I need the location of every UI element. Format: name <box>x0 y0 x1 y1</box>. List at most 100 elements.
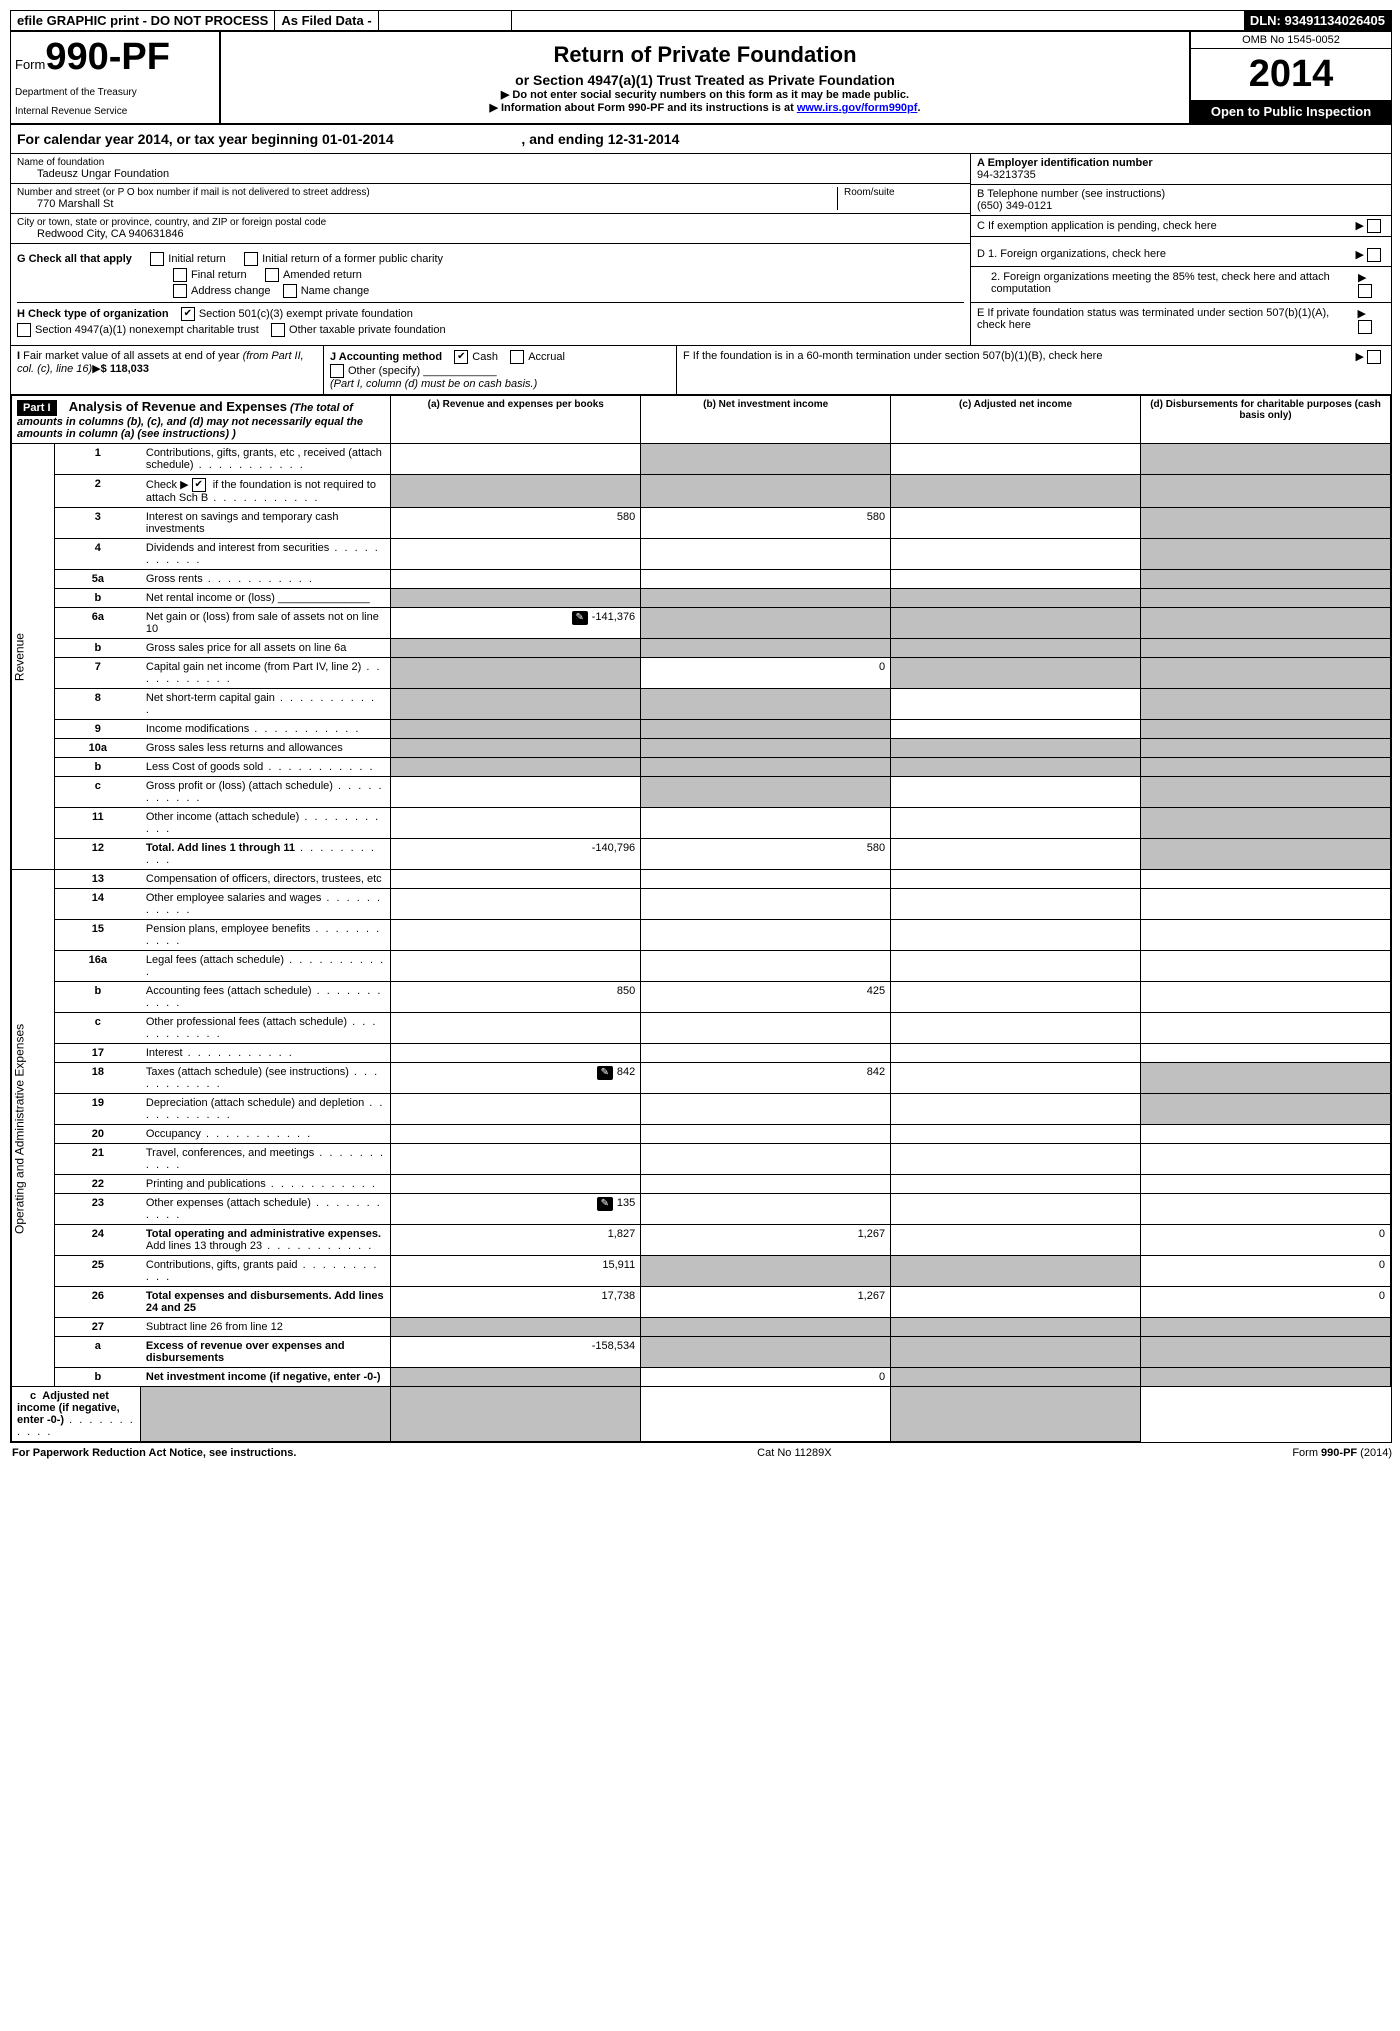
name-change-checkbox[interactable] <box>283 284 297 298</box>
r26-a: 17,738 <box>391 1287 641 1318</box>
initial-return-checkbox[interactable] <box>150 252 164 266</box>
dln-label: DLN: <box>1250 13 1281 28</box>
r12-a: -140,796 <box>391 839 641 870</box>
i-label: I Fair market value of all assets at end… <box>17 350 304 375</box>
r18-desc: Taxes (attach schedule) (see instruction… <box>141 1063 391 1094</box>
initial-former-label: Initial return of a former public charit… <box>262 253 443 265</box>
h-501c3-checkbox[interactable]: ✔ <box>181 307 195 321</box>
omb-number: OMB No 1545-0052 <box>1191 32 1391 49</box>
r9-desc: Income modifications <box>141 720 391 739</box>
final-return-label: Final return <box>191 269 247 281</box>
h-opt1: Section 501(c)(3) exempt private foundat… <box>199 308 413 320</box>
r2-checkbox[interactable]: ✔ <box>192 478 206 492</box>
final-return-checkbox[interactable] <box>173 268 187 282</box>
r25-a: 15,911 <box>391 1256 641 1287</box>
r16c-num: c <box>54 1013 141 1044</box>
j-cash: Cash <box>472 351 498 363</box>
r7-num: 7 <box>54 658 141 689</box>
r14-desc: Other employee salaries and wages <box>141 889 391 920</box>
footer-left: For Paperwork Reduction Act Notice, see … <box>12 1447 296 1459</box>
address-value: 770 Marshall St <box>17 198 831 210</box>
form-number-box: Form990-PF Department of the Treasury In… <box>11 32 221 123</box>
e-label: E If private foundation status was termi… <box>977 307 1358 334</box>
tax-year: 2014 <box>1191 49 1391 100</box>
r26-d: 0 <box>1141 1287 1391 1318</box>
col-d-head: (d) Disbursements for charitable purpose… <box>1141 396 1391 444</box>
r5b-desc: Net rental income or (loss) ____________… <box>141 589 391 608</box>
form-number: 990-PF <box>45 36 170 78</box>
r25-desc: Contributions, gifts, grants paid <box>141 1256 391 1287</box>
ein-label: A Employer identification number <box>977 157 1385 169</box>
ein-value: 94-3213735 <box>977 169 1385 181</box>
r9-num: 9 <box>54 720 141 739</box>
revenue-side-label: Revenue <box>12 444 55 870</box>
attachment-icon[interactable]: ✎ <box>597 1066 613 1080</box>
name-change-label: Name change <box>301 285 370 297</box>
j-cash-checkbox[interactable]: ✔ <box>454 350 468 364</box>
attachment-icon[interactable]: ✎ <box>572 611 588 625</box>
r23-num: 23 <box>54 1194 141 1225</box>
r6b-desc: Gross sales price for all assets on line… <box>141 639 391 658</box>
r27b-b: 0 <box>641 1368 891 1387</box>
r13-desc: Compensation of officers, directors, tru… <box>141 870 391 889</box>
r24-d: 0 <box>1141 1225 1391 1256</box>
h-opt2: Section 4947(a)(1) nonexempt charitable … <box>35 324 259 336</box>
inspection-label: Open to Public Inspection <box>1191 100 1391 123</box>
r6a-a: -141,376 <box>592 611 635 623</box>
j-note: (Part I, column (d) must be on cash basi… <box>330 378 537 390</box>
j-accrual: Accrual <box>528 351 565 363</box>
r5a-num: 5a <box>54 570 141 589</box>
r5b-num: b <box>54 589 141 608</box>
r15-num: 15 <box>54 920 141 951</box>
col-a-head: (a) Revenue and expenses per books <box>391 396 641 444</box>
phone-label: B Telephone number (see instructions) <box>977 188 1385 200</box>
initial-return-label: Initial return <box>168 253 225 265</box>
r12-num: 12 <box>54 839 141 870</box>
dln-value: 93491134026405 <box>1284 13 1385 28</box>
r1-num: 1 <box>54 444 141 475</box>
r11-num: 11 <box>54 808 141 839</box>
col-b-head: (b) Net investment income <box>641 396 891 444</box>
initial-former-checkbox[interactable] <box>244 252 258 266</box>
efile-label: efile GRAPHIC print - DO NOT PROCESS <box>11 11 275 30</box>
d1-checkbox[interactable] <box>1367 248 1381 262</box>
r17-desc: Interest <box>141 1044 391 1063</box>
r26-num: 26 <box>54 1287 141 1318</box>
r24-num: 24 <box>54 1225 141 1256</box>
city-label: City or town, state or province, country… <box>17 217 964 228</box>
calendar-year-row: For calendar year 2014, or tax year begi… <box>11 125 1391 154</box>
exemption-checkbox[interactable] <box>1367 219 1381 233</box>
r12-desc: Total. Add lines 1 through 11 <box>141 839 391 870</box>
r27-desc: Subtract line 26 from line 12 <box>141 1318 391 1337</box>
r16a-desc: Legal fees (attach schedule) <box>141 951 391 982</box>
r27a-num: a <box>54 1337 141 1368</box>
e-checkbox[interactable] <box>1358 320 1372 334</box>
j-accrual-checkbox[interactable] <box>510 350 524 364</box>
f-label: F If the foundation is in a 60-month ter… <box>683 350 1102 390</box>
r16b-desc: Accounting fees (attach schedule) <box>141 982 391 1013</box>
top-bar: efile GRAPHIC print - DO NOT PROCESS As … <box>11 11 1391 32</box>
r17-num: 17 <box>54 1044 141 1063</box>
r12-b: 580 <box>641 839 891 870</box>
h-other-checkbox[interactable] <box>271 323 285 337</box>
r3-b: 580 <box>641 508 891 539</box>
r18-a: 842 <box>617 1066 635 1078</box>
r8-desc: Net short-term capital gain <box>141 689 391 720</box>
f-checkbox[interactable] <box>1367 350 1381 364</box>
j-other-checkbox[interactable] <box>330 364 344 378</box>
j-label: J Accounting method <box>330 351 442 363</box>
r23-a: 135 <box>617 1197 635 1209</box>
irs-link[interactable]: www.irs.gov/form990pf <box>797 102 918 114</box>
r16b-num: b <box>54 982 141 1013</box>
expenses-side-label: Operating and Administrative Expenses <box>12 870 55 1387</box>
title-box: Return of Private Foundation or Section … <box>221 32 1189 123</box>
h-4947-checkbox[interactable] <box>17 323 31 337</box>
address-change-checkbox[interactable] <box>173 284 187 298</box>
amended-return-checkbox[interactable] <box>265 268 279 282</box>
r25-num: 25 <box>54 1256 141 1287</box>
attachment-icon[interactable]: ✎ <box>597 1197 613 1211</box>
r16b-a: 850 <box>391 982 641 1013</box>
d2-checkbox[interactable] <box>1358 284 1372 298</box>
g-label: G Check all that apply <box>17 253 132 265</box>
city-cell: City or town, state or province, country… <box>11 214 970 244</box>
